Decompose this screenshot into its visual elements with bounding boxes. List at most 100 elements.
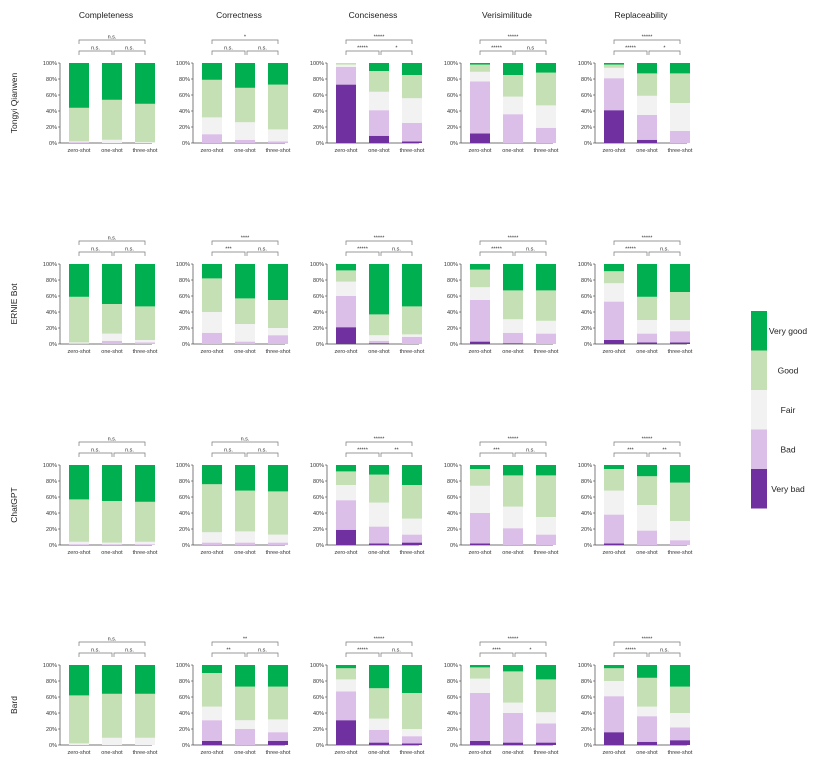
significance-label-tongyi-qianwen-verisimilitude-one-three: n.s <box>527 46 535 52</box>
bar-segment-tongyi-qianwen-correctness-zero-shot-good <box>202 79 222 118</box>
significance-bracket-ernie-bot-conciseness-zero-three <box>345 240 413 245</box>
y-tick-label-tongyi-qianwen-verisimilitude-1: 20% <box>447 125 458 131</box>
bar-segment-ernie-bot-replaceability-zero-shot-fair <box>604 283 624 302</box>
x-tick-label-bard-conciseness-0: zero-shot <box>335 750 358 756</box>
significance-label-tongyi-qianwen-conciseness-zero-three: ***** <box>374 35 386 41</box>
y-tick-label-bard-verisimilitude-0: 0% <box>450 743 458 749</box>
y-tick-label-chatgpt-completeness-4: 80% <box>46 479 57 485</box>
significance-label-chatgpt-correctness-one-three: n.s. <box>258 448 267 454</box>
bar-segment-ernie-bot-replaceability-zero-shot-good <box>604 271 624 284</box>
bar-segment-ernie-bot-conciseness-three-shot-very-good <box>402 264 422 307</box>
bar-segment-bard-completeness-three-shot-good <box>135 693 155 738</box>
x-tick-label-bard-replaceability-0: zero-shot <box>603 750 626 756</box>
bar-segment-chatgpt-replaceability-one-shot-very-good <box>637 465 657 477</box>
y-tick-label-ernie-bot-completeness-4: 80% <box>46 278 57 284</box>
y-tick-label-bard-conciseness-3: 60% <box>313 695 324 701</box>
y-tick-label-ernie-bot-completeness-2: 40% <box>46 310 57 316</box>
bar-segment-tongyi-qianwen-completeness-zero-shot-fair <box>69 141 89 143</box>
significance-label-tongyi-qianwen-verisimilitude-zero-one: ***** <box>491 46 503 52</box>
bar-segment-tongyi-qianwen-completeness-zero-shot-good <box>69 107 89 142</box>
bar-segment-chatgpt-correctness-one-shot-very-good <box>235 465 255 491</box>
y-tick-label-tongyi-qianwen-verisimilitude-2: 40% <box>447 109 458 115</box>
x-tick-label-bard-completeness-1: one-shot <box>101 750 123 756</box>
bar-segment-chatgpt-conciseness-one-shot-good <box>369 474 389 503</box>
bar-segment-bard-correctness-zero-shot-bad <box>202 720 222 741</box>
bar-segment-bard-correctness-three-shot-good <box>268 686 288 720</box>
bar-segment-bard-verisimilitude-three-shot-fair <box>536 712 556 724</box>
bar-segment-bard-conciseness-three-shot-bad <box>402 736 422 744</box>
bar-segment-tongyi-qianwen-conciseness-one-shot-bad <box>369 110 389 136</box>
bar-segment-chatgpt-conciseness-three-shot-very-good <box>402 465 422 485</box>
y-tick-label-tongyi-qianwen-correctness-4: 80% <box>179 77 190 83</box>
bar-segment-bard-replaceability-three-shot-good <box>670 686 690 713</box>
bar-segment-chatgpt-correctness-three-shot-very-good <box>268 465 288 492</box>
y-tick-label-chatgpt-conciseness-0: 0% <box>316 543 324 549</box>
bar-segment-bard-correctness-one-shot-bad <box>235 729 255 745</box>
y-tick-label-chatgpt-verisimilitude-2: 40% <box>447 511 458 517</box>
bar-segment-chatgpt-conciseness-three-shot-very-bad <box>402 542 422 545</box>
bar-segment-chatgpt-replaceability-three-shot-fair <box>670 521 690 541</box>
x-tick-label-tongyi-qianwen-verisimilitude-1: one-shot <box>502 148 524 154</box>
significance-bracket-tongyi-qianwen-conciseness-one-three <box>380 50 413 55</box>
bar-segment-tongyi-qianwen-conciseness-three-shot-good <box>402 75 422 99</box>
significance-label-chatgpt-correctness-zero-three: n.s. <box>241 437 250 443</box>
y-tick-label-bard-replaceability-4: 80% <box>581 679 592 685</box>
significance-bracket-tongyi-qianwen-verisimilitude-zero-three <box>479 39 547 44</box>
y-tick-label-ernie-bot-conciseness-5: 100% <box>310 262 324 268</box>
bar-segment-bard-completeness-zero-shot-good <box>69 695 89 744</box>
significance-bracket-ernie-bot-completeness-zero-three <box>78 240 146 245</box>
bar-segment-bard-conciseness-one-shot-very-good <box>369 665 389 689</box>
legend-label-good: Good <box>778 365 799 375</box>
y-tick-label-tongyi-qianwen-replaceability-3: 60% <box>581 93 592 99</box>
bar-segment-chatgpt-verisimilitude-zero-shot-very-good <box>470 465 490 469</box>
x-tick-label-chatgpt-verisimilitude-2: three-shot <box>534 550 559 556</box>
bar-segment-chatgpt-correctness-zero-shot-fair <box>202 532 222 543</box>
bar-segment-bard-replaceability-zero-shot-very-good <box>604 665 624 669</box>
y-tick-label-ernie-bot-replaceability-3: 60% <box>581 294 592 300</box>
significance-bracket-tongyi-qianwen-conciseness-zero-three <box>345 39 413 44</box>
bar-segment-ernie-bot-correctness-one-shot-bad <box>235 341 255 344</box>
significance-label-ernie-bot-correctness-one-three: n.s. <box>258 247 267 253</box>
significance-label-tongyi-qianwen-completeness-one-three: n.s. <box>125 46 134 52</box>
bar-segment-bard-conciseness-one-shot-very-bad <box>369 742 389 745</box>
bar-segment-bard-verisimilitude-zero-shot-very-bad <box>470 741 490 745</box>
x-tick-label-tongyi-qianwen-completeness-1: one-shot <box>101 148 123 154</box>
y-tick-label-ernie-bot-replaceability-4: 80% <box>581 278 592 284</box>
significance-bracket-ernie-bot-verisimilitude-zero-three <box>479 240 547 245</box>
significance-bracket-chatgpt-correctness-one-three <box>246 452 279 457</box>
bar-segment-tongyi-qianwen-conciseness-one-shot-very-good <box>369 63 389 71</box>
significance-label-bard-conciseness-zero-three: ***** <box>374 637 386 643</box>
bar-segment-chatgpt-replaceability-zero-shot-fair <box>604 490 624 515</box>
bar-segment-tongyi-qianwen-conciseness-one-shot-good <box>369 71 389 92</box>
bar-segment-ernie-bot-verisimilitude-three-shot-fair <box>536 320 556 334</box>
significance-label-bard-conciseness-zero-one: ***** <box>357 648 369 654</box>
significance-bracket-chatgpt-correctness-zero-one <box>211 452 246 457</box>
significance-label-ernie-bot-conciseness-one-three: n.s. <box>392 247 401 253</box>
bar-segment-ernie-bot-correctness-three-shot-fair <box>268 328 288 336</box>
significance-label-chatgpt-replaceability-zero-three: ***** <box>642 437 654 443</box>
significance-label-chatgpt-verisimilitude-one-three: n.s. <box>526 448 535 454</box>
bar-segment-ernie-bot-verisimilitude-zero-shot-very-bad <box>470 341 490 344</box>
significance-label-tongyi-qianwen-verisimilitude-zero-three: ***** <box>508 35 520 41</box>
bar-segment-chatgpt-verisimilitude-one-shot-very-good <box>503 465 523 476</box>
bar-segment-bard-verisimilitude-three-shot-good <box>536 679 556 713</box>
y-tick-label-bard-correctness-4: 80% <box>179 679 190 685</box>
bar-segment-tongyi-qianwen-correctness-one-shot-bad <box>235 139 255 143</box>
y-tick-label-chatgpt-conciseness-2: 40% <box>313 511 324 517</box>
metric-title-replaceability: Replaceability <box>615 10 669 20</box>
significance-label-chatgpt-verisimilitude-zero-three: ***** <box>508 437 520 443</box>
bar-segment-chatgpt-replaceability-zero-shot-bad <box>604 514 624 544</box>
x-tick-label-ernie-bot-conciseness-1: one-shot <box>368 349 390 355</box>
bar-segment-ernie-bot-conciseness-one-shot-very-good <box>369 264 389 315</box>
significance-label-chatgpt-replaceability-one-three: ** <box>662 448 667 454</box>
y-tick-label-chatgpt-verisimilitude-3: 60% <box>447 495 458 501</box>
significance-bracket-tongyi-qianwen-completeness-one-three <box>113 50 146 55</box>
bar-segment-chatgpt-replaceability-zero-shot-very-good <box>604 465 624 469</box>
bar-segment-ernie-bot-replaceability-three-shot-very-bad <box>670 342 690 344</box>
bar-segment-tongyi-qianwen-replaceability-three-shot-bad <box>670 131 690 143</box>
bar-segment-ernie-bot-completeness-zero-shot-very-good <box>69 264 89 297</box>
bar-segment-tongyi-qianwen-correctness-zero-shot-very-good <box>202 63 222 80</box>
bar-segment-ernie-bot-correctness-one-shot-good <box>235 298 255 324</box>
significance-label-tongyi-qianwen-replaceability-zero-one: ***** <box>625 46 637 52</box>
significance-bracket-bard-correctness-zero-three <box>211 641 279 646</box>
